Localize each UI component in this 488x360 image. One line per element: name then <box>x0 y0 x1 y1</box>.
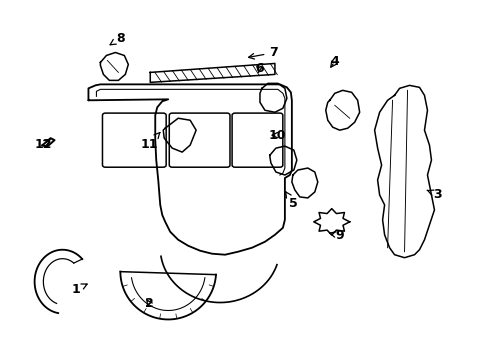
Text: 8: 8 <box>110 32 124 45</box>
Text: 1: 1 <box>72 283 87 296</box>
Text: 4: 4 <box>330 55 338 68</box>
Text: 10: 10 <box>268 129 286 142</box>
Text: 12: 12 <box>35 138 52 150</box>
Text: 11: 11 <box>141 132 160 150</box>
Text: 3: 3 <box>427 188 441 201</box>
Text: 9: 9 <box>329 229 343 242</box>
Text: 6: 6 <box>254 62 263 75</box>
Text: 5: 5 <box>285 192 297 210</box>
Text: 7: 7 <box>248 46 278 59</box>
Text: 2: 2 <box>145 297 154 310</box>
